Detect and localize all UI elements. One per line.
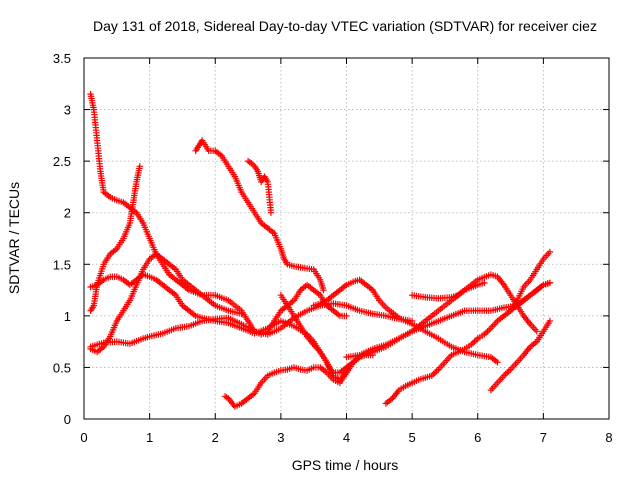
x-tick-label: 2 bbox=[212, 430, 219, 445]
x-tick-label: 8 bbox=[605, 430, 612, 445]
series-track-9 bbox=[221, 353, 363, 410]
data-point bbox=[320, 286, 327, 294]
series-track-6 bbox=[192, 137, 327, 294]
series-track-7 bbox=[244, 157, 275, 216]
series-track-8 bbox=[277, 292, 376, 376]
series-track-13 bbox=[382, 248, 554, 407]
data-point bbox=[484, 328, 491, 335]
data-point bbox=[546, 248, 554, 256]
y-tick-label: 3 bbox=[64, 103, 71, 118]
data-point bbox=[481, 279, 488, 287]
y-tick-labels: 0 0.5 1 1.5 2 2.5 3 3.5 bbox=[53, 51, 71, 427]
data-point bbox=[238, 310, 245, 317]
chart-title: Day 131 of 2018, Sidereal Day-to-day VTE… bbox=[93, 18, 597, 34]
tick-marks bbox=[83, 57, 610, 420]
series-track-10 bbox=[310, 276, 501, 366]
x-tick-label: 3 bbox=[277, 430, 284, 445]
data-point bbox=[343, 312, 350, 320]
series-track-3 bbox=[87, 163, 143, 314]
data-point bbox=[431, 369, 439, 376]
x-tick-label: 0 bbox=[80, 430, 87, 445]
y-tick-label: 0.5 bbox=[53, 360, 71, 375]
data-point bbox=[136, 163, 143, 170]
grid-lines bbox=[84, 58, 609, 419]
y-tick-label: 1.5 bbox=[53, 257, 71, 272]
y-tick-label: 0 bbox=[64, 412, 71, 427]
y-tick-label: 1 bbox=[64, 309, 71, 324]
y-tick-label: 2 bbox=[64, 206, 71, 221]
series-track-14 bbox=[487, 317, 554, 394]
series-track-4 bbox=[87, 250, 245, 356]
x-tick-label: 4 bbox=[343, 430, 350, 445]
y-axis-label: SDTVAR / TECUs bbox=[6, 182, 22, 294]
data-point bbox=[546, 279, 554, 287]
plot-frame bbox=[83, 57, 610, 420]
x-tick-labels: 0 1 2 3 4 5 6 7 8 bbox=[80, 430, 612, 445]
data-point bbox=[369, 351, 376, 359]
data-point bbox=[533, 328, 540, 335]
data-point bbox=[494, 359, 501, 366]
x-axis-label: GPS time / hours bbox=[292, 457, 399, 473]
series-track-12 bbox=[408, 279, 488, 302]
x-tick-label: 7 bbox=[540, 430, 547, 445]
series-track-15 bbox=[507, 279, 554, 314]
data-points bbox=[87, 90, 554, 410]
x-tick-label: 6 bbox=[474, 430, 481, 445]
x-tick-label: 1 bbox=[146, 430, 153, 445]
data-point bbox=[546, 317, 554, 325]
data-point bbox=[267, 209, 275, 216]
x-tick-label: 5 bbox=[409, 430, 416, 445]
y-tick-label: 3.5 bbox=[53, 51, 71, 66]
y-tick-label: 2.5 bbox=[53, 154, 71, 169]
